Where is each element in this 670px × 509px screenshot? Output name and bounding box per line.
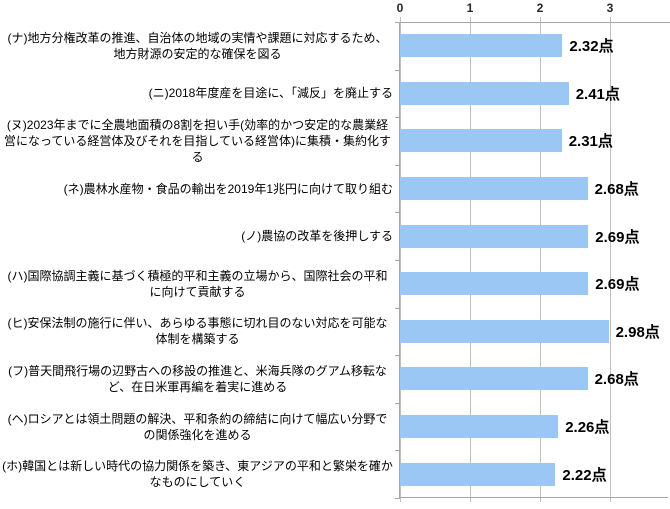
value-label: 2.69点: [595, 276, 640, 294]
value-label: 2.68点: [594, 371, 639, 389]
value-label: 2.32点: [569, 38, 614, 56]
bar: [400, 129, 562, 153]
value-label: 2.98点: [615, 323, 660, 341]
category-cell: (ネ)農林水産物・食品の輸出を2019年1兆円に向けて取り組む: [0, 165, 393, 213]
bar: [400, 319, 609, 343]
bar-row: (ヌ)2023年までに全農地面積の8割を担い手(効率的かつ安定的な農業経営になっ…: [0, 117, 670, 165]
bar: [400, 367, 588, 391]
value-axis-tick-label: 3: [606, 1, 614, 15]
bar-row: (ヒ)安保法制の施行に伴い、あらゆる事態に切れ目のない対応を可能な体制を構築する…: [0, 308, 670, 356]
bar: [400, 34, 563, 58]
bar: [400, 177, 588, 201]
value-label: 2.68点: [594, 181, 639, 199]
bar: [400, 81, 569, 105]
bar-row: (ヘ)ロシアとは領土問題の解決、平和条約の締結に向けて幅広い分野での関係強化を進…: [0, 403, 670, 451]
category-axis-tick: [395, 260, 400, 261]
category-label: (ネ)農林水産物・食品の輸出を2019年1兆円に向けて取り組む: [63, 181, 393, 196]
plot-top-border: [400, 22, 670, 23]
gridline: [400, 17, 401, 502]
category-cell: (ニ)2018年度産を目途に、「減反」を廃止する: [0, 70, 393, 118]
category-label: (ナ)地方分権改革の推進、自治体の地域の実情や課題に対応するため、地方財源の安定…: [7, 30, 388, 61]
category-label: (ニ)2018年度産を目途に、「減反」を廃止する: [148, 86, 393, 101]
category-axis-tick: [395, 402, 400, 404]
value-axis-tick-label: 2: [536, 1, 544, 15]
category-label: (ヘ)ロシアとは領土問題の解決、平和条約の締結に向けて幅広い分野での関係強化を進…: [7, 411, 388, 442]
bar-row: (ニ)2018年度産を目途に、「減反」を廃止する 2.41点: [0, 70, 670, 118]
value-label: 2.26点: [565, 419, 610, 437]
bar-row: (ナ)地方分権改革の推進、自治体の地域の実情や課題に対応するため、地方財源の安定…: [0, 22, 670, 70]
category-cell: (ハ)国際協調主義に基づく積極的平和主義の立場から、国際社会の平和に向けて貢献す…: [0, 260, 393, 308]
category-axis-tick: [395, 164, 400, 166]
category-label: (ヌ)2023年までに全農地面積の8割を担い手(効率的かつ安定的な農業経営になっ…: [3, 117, 392, 164]
category-cell: (ヘ)ロシアとは領土問題の解決、平和条約の締結に向けて幅広い分野での関係強化を進…: [0, 403, 393, 451]
value-axis-tick-label: 1: [466, 1, 474, 15]
bar: [400, 462, 556, 486]
bar-row: (ホ)韓国とは新しい時代の協力関係を築き、東アジアの平和と繁栄を確かなものにして…: [0, 450, 670, 498]
category-axis-tick: [395, 307, 400, 309]
category-axis-tick: [395, 117, 400, 119]
gridline: [540, 17, 541, 502]
category-cell: (フ)普天間飛行場の辺野古への移設の推進と、米海兵隊のグアム移転など、在日米軍再…: [0, 355, 393, 403]
category-label: (ホ)韓国とは新しい時代の協力関係を築き、東アジアの平和と繁栄を確かなものにして…: [2, 459, 393, 490]
category-label: (フ)普天間飛行場の辺野古への移設の推進と、米海兵隊のグアム移転など、在日米軍再…: [8, 363, 387, 394]
bar-row: (ハ)国際協調主義に基づく積極的平和主義の立場から、国際社会の平和に向けて貢献す…: [0, 260, 670, 308]
category-axis-tick: [395, 498, 400, 499]
category-cell: (ヌ)2023年までに全農地面積の8割を担い手(効率的かつ安定的な農業経営になっ…: [0, 117, 393, 165]
bar-row: (ノ)農協の改革を後押しする 2.69点: [0, 212, 670, 260]
value-label: 2.41点: [575, 85, 620, 103]
gridline: [610, 17, 611, 502]
category-cell: (ノ)農協の改革を後押しする: [0, 212, 393, 260]
category-label: (ハ)国際協調主義に基づく積極的平和主義の立場から、国際社会の平和に向けて貢献す…: [7, 268, 388, 299]
category-axis-tick: [395, 69, 400, 71]
bar: [400, 272, 589, 296]
bar-row: (ネ)農林水産物・食品の輸出を2019年1兆円に向けて取り組む 2.68点: [0, 165, 670, 213]
category-axis-tick: [395, 22, 400, 23]
plot-bottom-border: [400, 497, 668, 498]
category-axis-tick: [395, 355, 400, 357]
category-cell: (ヒ)安保法制の施行に伴い、あらゆる事態に切れ目のない対応を可能な体制を構築する: [0, 308, 393, 356]
category-axis-tick: [395, 450, 400, 452]
category-cell: (ナ)地方分権改革の推進、自治体の地域の実情や課題に対応するため、地方財源の安定…: [0, 22, 393, 70]
value-label: 2.22点: [562, 466, 607, 484]
value-axis-tick-label: 0: [396, 1, 404, 15]
category-label: (ヒ)安保法制の施行に伴い、あらゆる事態に切れ目のない対応を可能な体制を構築する: [7, 316, 388, 347]
value-label: 2.31点: [568, 133, 613, 151]
bar-row: (フ)普天間飛行場の辺野古への移設の推進と、米海兵隊のグアム移転など、在日米軍再…: [0, 355, 670, 403]
bar: [400, 224, 589, 248]
category-cell: (ホ)韓国とは新しい時代の協力関係を築き、東アジアの平和と繁栄を確かなものにして…: [0, 450, 393, 498]
bar: [400, 415, 559, 439]
gridline: [470, 17, 471, 502]
category-axis-tick: [395, 212, 400, 214]
value-label: 2.69点: [595, 228, 640, 246]
category-label: (ノ)農協の改革を後押しする: [241, 229, 393, 244]
